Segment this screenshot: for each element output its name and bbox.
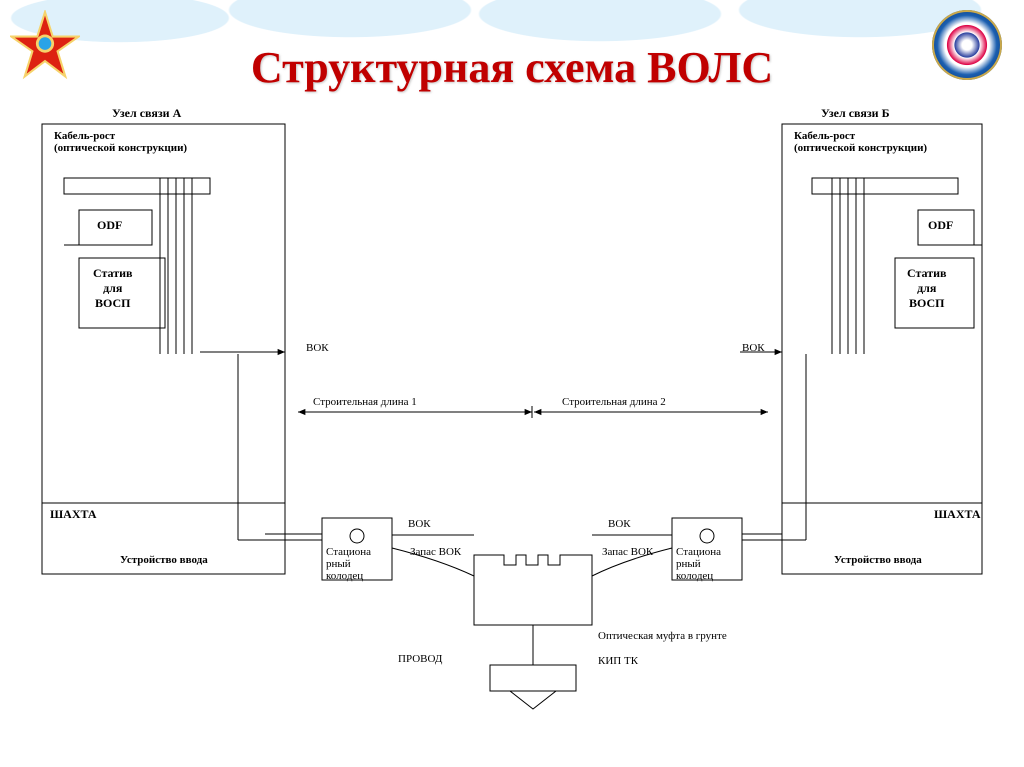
node-a-cable-label: Кабель-рост (оптической конструкции)	[54, 130, 187, 154]
well-left: Стациона рный колодец	[326, 546, 371, 582]
vok-a: ВОК	[306, 342, 329, 354]
provod: ПРОВОД	[398, 653, 442, 665]
node-a-heading: Узел связи А	[112, 106, 181, 121]
node-a-stativ: Статив для ВОСП	[93, 266, 133, 311]
node-a-shahta: ШАХТА	[50, 507, 97, 522]
len2: Строительная длина 2	[562, 396, 666, 408]
node-b-cable-label: Кабель-рост (оптической конструкции)	[794, 130, 927, 154]
vok-mid-r: ВОК	[608, 518, 631, 530]
node-b-heading: Узел связи Б	[821, 106, 890, 121]
len1: Строительная длина 1	[313, 396, 417, 408]
vok-b: ВОК	[742, 342, 765, 354]
node-b-stativ: Статив для ВОСП	[907, 266, 947, 311]
node-a-device: Устройство ввода	[120, 554, 208, 566]
zapas-l: Запас ВОК	[410, 546, 461, 558]
well-right: Стациона рный колодец	[676, 546, 721, 582]
mufta: Оптическая муфта в грунте	[598, 630, 727, 642]
kip: КИП ТК	[598, 655, 638, 667]
node-b-device: Устройство ввода	[834, 554, 922, 566]
vok-mid-l: ВОК	[408, 518, 431, 530]
node-a-odf: ODF	[97, 218, 122, 233]
node-b-shahta: ШАХТА	[934, 507, 981, 522]
zapas-r: Запас ВОК	[602, 546, 653, 558]
node-b-odf: ODF	[928, 218, 953, 233]
